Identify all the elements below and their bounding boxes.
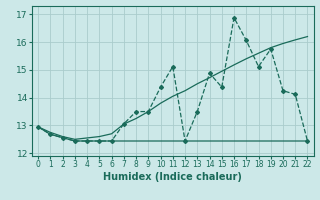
X-axis label: Humidex (Indice chaleur): Humidex (Indice chaleur): [103, 172, 242, 182]
